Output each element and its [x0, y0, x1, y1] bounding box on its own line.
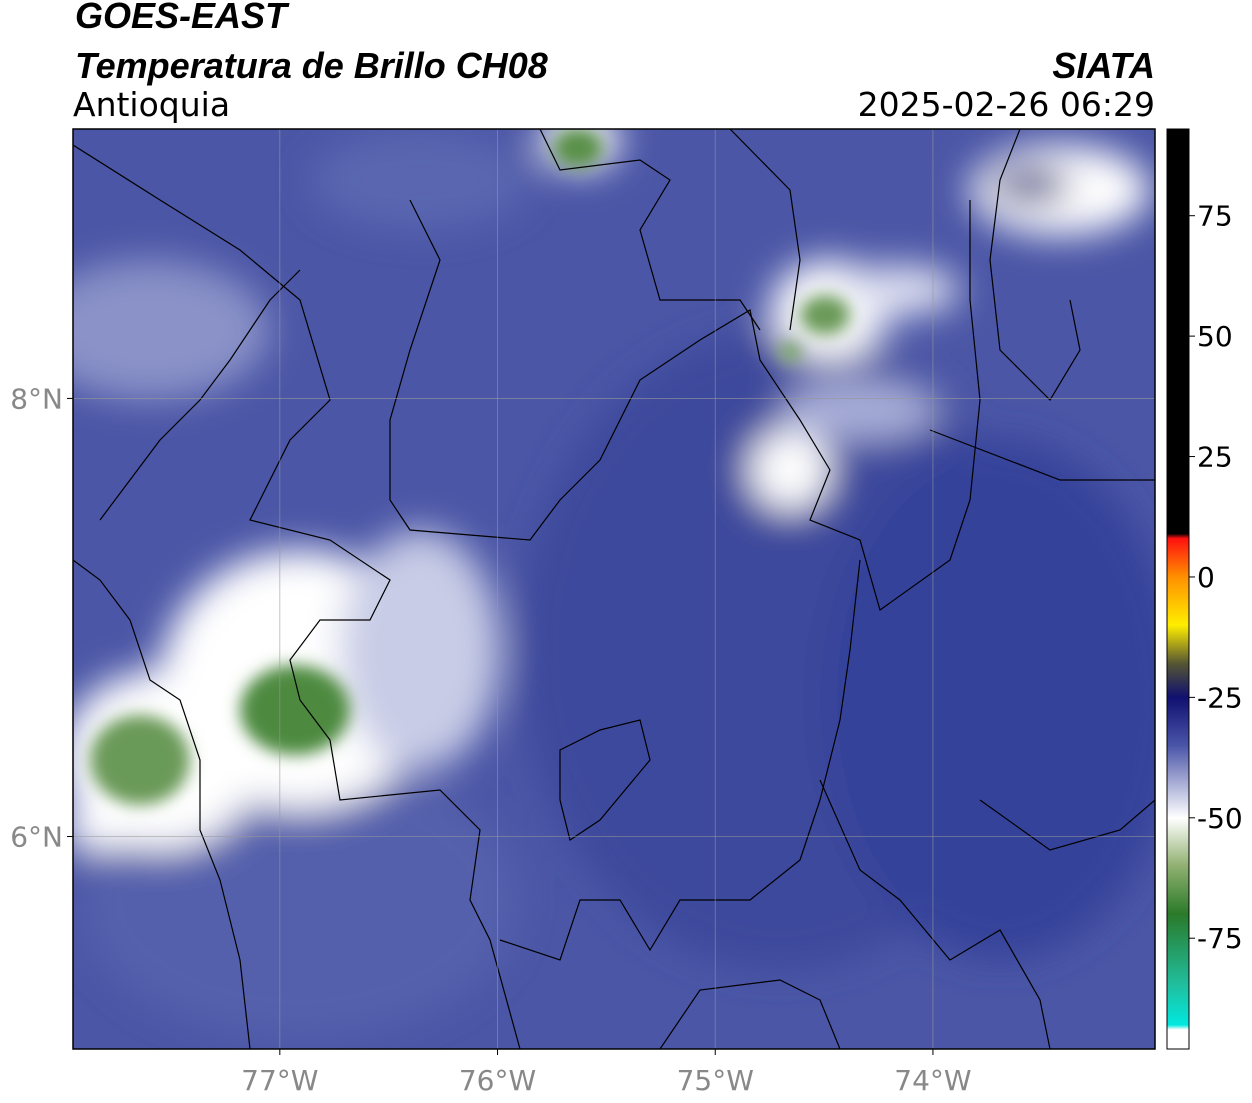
colorbar-tick-label: -50: [1197, 802, 1243, 835]
region: Antioquia: [73, 85, 230, 124]
title: GOES-EAST: [75, 0, 290, 36]
x-tick-label: 77°W: [241, 1064, 318, 1097]
colorbar-tick-label: 75: [1197, 200, 1233, 233]
x-tick-label: 76°W: [459, 1064, 536, 1097]
datetime: 2025-02-26 06:29: [858, 85, 1155, 124]
colorbar-tick-label: -25: [1197, 681, 1243, 714]
y-tick-label: 8°N: [10, 382, 63, 415]
source: SIATA: [1052, 45, 1155, 86]
y-tick-label: 6°N: [10, 821, 63, 854]
x-tick-label: 74°W: [894, 1064, 971, 1097]
colorbar-tick-label: 0: [1197, 561, 1215, 594]
colorbar-tick-label: -75: [1197, 922, 1243, 955]
map-image: [73, 129, 1155, 1049]
map-frame: [72, 128, 1156, 1050]
colorbar: [1166, 128, 1190, 1050]
colorbar-tick-label: 25: [1197, 441, 1233, 474]
x-tick-label: 75°W: [677, 1064, 754, 1097]
colorbar-tick-label: 50: [1197, 320, 1233, 353]
product: Temperatura de Brillo CH08: [75, 45, 548, 86]
